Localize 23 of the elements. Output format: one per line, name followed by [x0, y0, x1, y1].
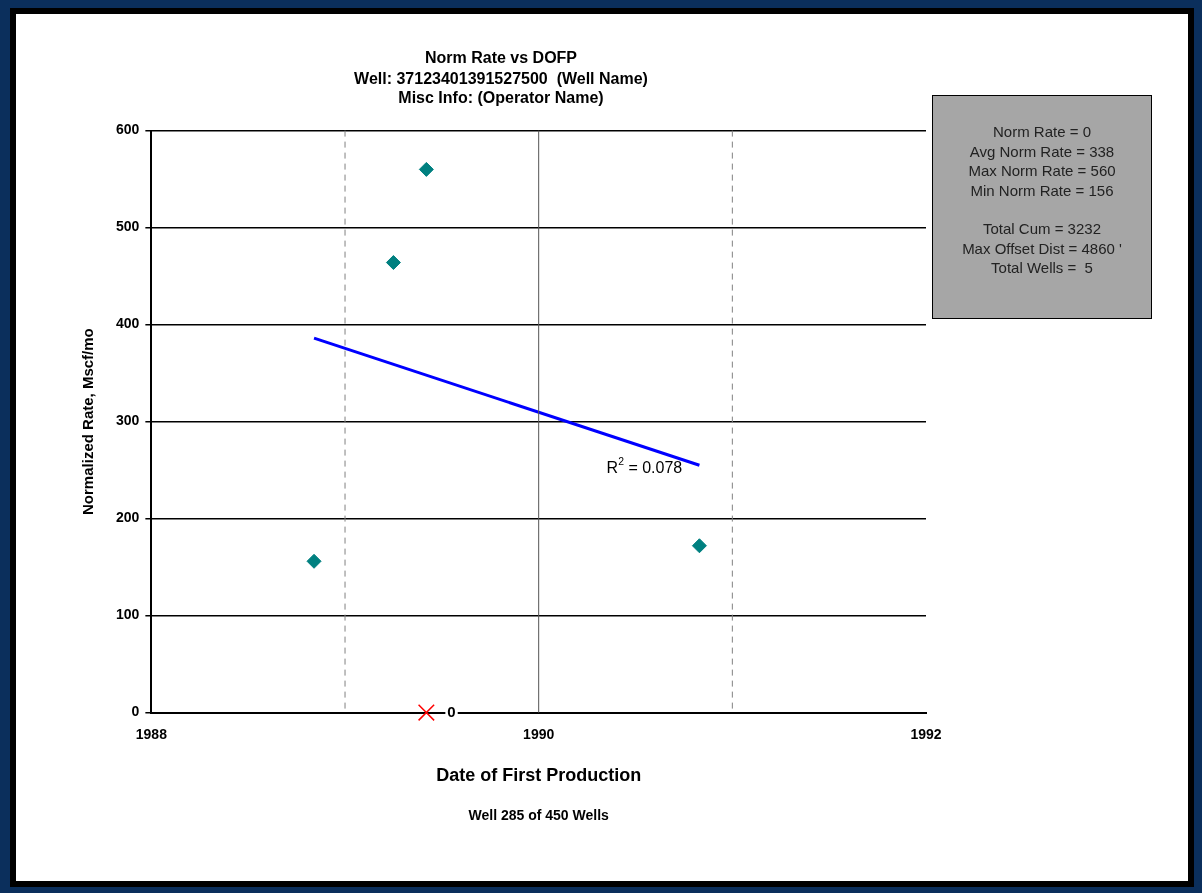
point	[417, 704, 435, 722]
text: Norm Rate = 0 Avg Norm Rate = 338 Max Norm Rate = 560 Min Norm Rate = 156	[967, 122, 1117, 200]
point	[385, 255, 401, 271]
x-axis-title: Date of First Production	[436, 765, 642, 786]
point	[691, 538, 707, 554]
point	[418, 161, 434, 177]
chart-title: Norm Rate vs DOFP	[424, 49, 578, 67]
x-tick-label: 1990	[523, 725, 555, 742]
y-tick-label: 200	[116, 509, 140, 526]
y-tick-label: 400	[116, 315, 140, 332]
y-tick-label: 300	[116, 412, 140, 429]
chart-subtitle: Well: 37123401391527500 (Well Name) Misc Info: (Operator Name)	[354, 70, 648, 107]
x-tick-label: 1988	[135, 725, 168, 742]
text: Well 285 of 450 Wells	[468, 807, 610, 824]
point	[306, 553, 322, 569]
data-label: 0	[447, 702, 456, 720]
text: Total Cum = 3232 Max Offset Dist = 4860 ' Total Wells = 5	[961, 219, 1123, 278]
x-tick-label: 1992	[910, 725, 942, 742]
y-tick-label: 0	[131, 703, 140, 720]
y-axis-title: Normalized Rate, Mscf/mo	[79, 328, 97, 515]
y-tick-label: 600	[116, 121, 140, 138]
y-tick-label: 500	[116, 218, 140, 235]
y-tick-label: 100	[116, 606, 140, 623]
